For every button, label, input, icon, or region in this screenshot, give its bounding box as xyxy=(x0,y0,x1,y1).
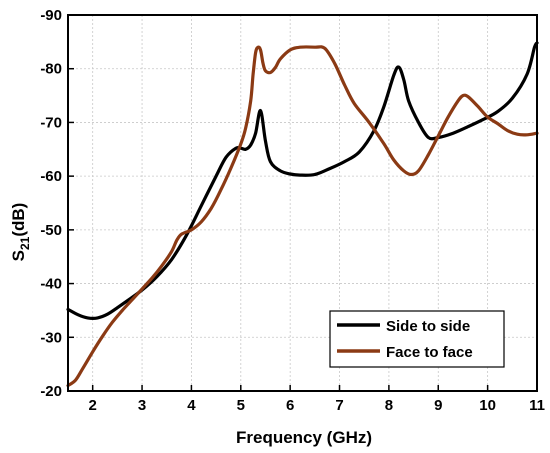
y-tick-label: -90 xyxy=(40,7,62,24)
tick-marks xyxy=(68,14,538,392)
legend-label-face-to-face: Face to face xyxy=(386,344,473,361)
x-axis-title: Frequency (GHz) xyxy=(236,428,372,447)
y-axis-title-main: S xyxy=(9,250,28,261)
series-layer xyxy=(66,41,539,388)
legend-label-side-to-side: Side to side xyxy=(386,318,470,335)
y-tick-label: -20 xyxy=(40,383,62,400)
x-tick-label: 6 xyxy=(286,397,294,414)
x-tick-label: 7 xyxy=(335,397,343,414)
x-tick-label: 9 xyxy=(434,397,442,414)
x-tick-label: 10 xyxy=(479,397,496,414)
x-tick-label: 5 xyxy=(237,397,245,414)
x-tick-label: 2 xyxy=(89,397,97,414)
x-tick-labels: 2 3 4 5 6 7 8 9 10 11 xyxy=(89,397,545,414)
y-tick-label: -50 xyxy=(40,222,62,239)
legend-box xyxy=(329,310,505,368)
series-line-side-to-side xyxy=(66,41,539,320)
y-tick-label: -30 xyxy=(40,329,62,346)
y-tick-label: -40 xyxy=(40,276,62,293)
y-tick-label: -80 xyxy=(40,61,62,78)
y-tick-labels: -20 -30 -40 -50 -60 -70 -80 -90 xyxy=(40,7,62,400)
legend: Side to side Face to face xyxy=(329,310,505,368)
x-tick-label: 11 xyxy=(529,397,545,414)
x-tick-label: 8 xyxy=(385,397,393,414)
y-tick-label: -60 xyxy=(40,168,62,185)
y-tick-label: -70 xyxy=(40,114,62,131)
x-tick-label: 3 xyxy=(138,397,146,414)
y-axis-title-suffix: (dB) xyxy=(9,203,28,237)
x-tick-label: 4 xyxy=(187,397,196,414)
plot-frame xyxy=(67,14,538,392)
y-axis-title: S21(dB) xyxy=(9,203,32,262)
series-line-face-to-face xyxy=(66,45,539,388)
y-axis-title-subscript: 21 xyxy=(18,236,32,250)
